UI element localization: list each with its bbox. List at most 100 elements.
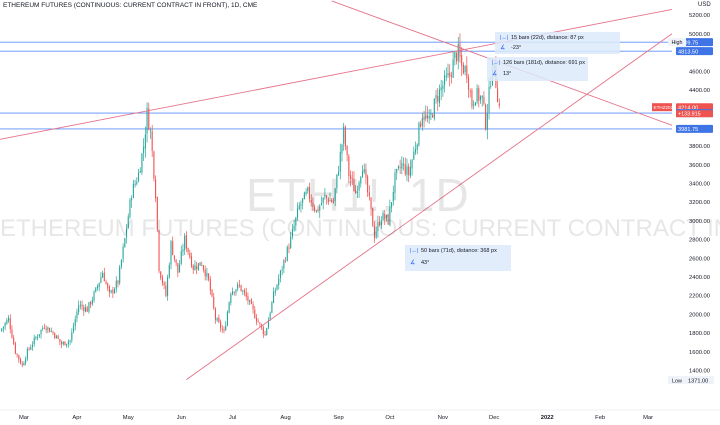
candle-body[interactable] bbox=[426, 115, 429, 118]
candle-body[interactable] bbox=[28, 348, 30, 350]
candle-body[interactable] bbox=[165, 285, 167, 296]
candle-body[interactable] bbox=[242, 290, 244, 292]
candle-body[interactable] bbox=[476, 88, 478, 103]
candle-body[interactable] bbox=[249, 300, 251, 302]
candle-body[interactable] bbox=[490, 85, 492, 87]
candle-body[interactable] bbox=[84, 307, 87, 312]
candle-body[interactable] bbox=[254, 309, 256, 319]
candle-body[interactable] bbox=[361, 171, 364, 178]
candle-body[interactable] bbox=[2, 326, 4, 329]
candle-body[interactable] bbox=[49, 327, 51, 333]
candle-body[interactable] bbox=[204, 269, 206, 277]
candle-body[interactable] bbox=[213, 296, 215, 309]
candle-body[interactable] bbox=[349, 175, 352, 179]
candle-body[interactable] bbox=[151, 131, 153, 151]
candle-body[interactable] bbox=[288, 247, 290, 249]
candle-body[interactable] bbox=[139, 171, 141, 173]
candle-body[interactable] bbox=[33, 337, 35, 345]
candle-body[interactable] bbox=[425, 114, 427, 119]
candle-body[interactable] bbox=[348, 156, 350, 176]
candle-body[interactable] bbox=[100, 277, 102, 283]
candle-body[interactable] bbox=[201, 265, 203, 267]
candle-body[interactable] bbox=[462, 64, 464, 74]
candle-body[interactable] bbox=[247, 296, 249, 301]
candle-body[interactable] bbox=[326, 195, 328, 199]
candle-body[interactable] bbox=[466, 65, 468, 79]
candle-body[interactable] bbox=[187, 248, 189, 253]
candle-body[interactable] bbox=[474, 102, 476, 106]
candle-body[interactable] bbox=[19, 358, 22, 364]
measure-box[interactable] bbox=[487, 57, 588, 81]
candle-body[interactable] bbox=[444, 75, 446, 85]
candle-body[interactable] bbox=[25, 358, 27, 364]
candle-body[interactable] bbox=[394, 172, 396, 193]
candle-body[interactable] bbox=[377, 222, 379, 232]
candle-body[interactable] bbox=[211, 290, 213, 297]
candle-body[interactable] bbox=[9, 318, 11, 330]
candle-body[interactable] bbox=[401, 162, 403, 169]
candle-body[interactable] bbox=[59, 338, 61, 343]
candle-body[interactable] bbox=[257, 321, 259, 323]
candle-body[interactable] bbox=[50, 331, 52, 332]
candle-body[interactable] bbox=[319, 206, 321, 211]
trendline[interactable] bbox=[0, 8, 673, 140]
candle-body[interactable] bbox=[281, 269, 283, 271]
candle-body[interactable] bbox=[396, 168, 398, 173]
candle-body[interactable] bbox=[478, 88, 480, 101]
candle-body[interactable] bbox=[38, 334, 40, 337]
candle-body[interactable] bbox=[155, 179, 157, 199]
candle-body[interactable] bbox=[312, 202, 314, 207]
candle-body[interactable] bbox=[397, 166, 399, 169]
candle-body[interactable] bbox=[308, 186, 311, 199]
candle-body[interactable] bbox=[172, 241, 174, 255]
candle-body[interactable] bbox=[409, 166, 411, 177]
candle-body[interactable] bbox=[250, 299, 252, 305]
candle-body[interactable] bbox=[149, 129, 152, 131]
candle-body[interactable] bbox=[418, 122, 420, 146]
candle-body[interactable] bbox=[442, 85, 444, 89]
candle-body[interactable] bbox=[367, 176, 369, 193]
candle-body[interactable] bbox=[314, 207, 316, 211]
candle-body[interactable] bbox=[317, 208, 319, 212]
candle-body[interactable] bbox=[252, 304, 254, 310]
candle-body[interactable] bbox=[105, 281, 107, 284]
candle-body[interactable] bbox=[266, 328, 268, 335]
candle-body[interactable] bbox=[300, 204, 302, 206]
candle-body[interactable] bbox=[355, 190, 357, 194]
candle-body[interactable] bbox=[1, 328, 3, 331]
candle-body[interactable] bbox=[18, 355, 20, 360]
candle-body[interactable] bbox=[437, 96, 439, 102]
candle-body[interactable] bbox=[346, 146, 348, 155]
candle-body[interactable] bbox=[399, 166, 401, 168]
candle-body[interactable] bbox=[455, 52, 458, 62]
candle-body[interactable] bbox=[471, 90, 473, 107]
candle-body[interactable] bbox=[67, 341, 69, 345]
candle-body[interactable] bbox=[285, 260, 287, 262]
candle-body[interactable] bbox=[192, 265, 194, 270]
candle-body[interactable] bbox=[108, 286, 110, 293]
candle-body[interactable] bbox=[379, 221, 381, 226]
candle-body[interactable] bbox=[329, 199, 331, 202]
candle-body[interactable] bbox=[112, 289, 114, 293]
candle-body[interactable] bbox=[177, 262, 179, 273]
candle-body[interactable] bbox=[168, 264, 170, 278]
candle-body[interactable] bbox=[96, 286, 99, 289]
candle-body[interactable] bbox=[296, 208, 299, 218]
candle-body[interactable] bbox=[226, 312, 228, 326]
candle-body[interactable] bbox=[447, 73, 449, 76]
candle-body[interactable] bbox=[127, 216, 129, 229]
candle-body[interactable] bbox=[64, 341, 66, 346]
candle-body[interactable] bbox=[190, 256, 193, 267]
candle-body[interactable] bbox=[467, 77, 470, 90]
candle-body[interactable] bbox=[402, 163, 405, 165]
candle-body[interactable] bbox=[343, 126, 345, 144]
candle-body[interactable] bbox=[83, 306, 85, 312]
candle-body[interactable] bbox=[208, 273, 210, 280]
candle-body[interactable] bbox=[103, 272, 105, 282]
candle-body[interactable] bbox=[144, 134, 146, 149]
candle-body[interactable] bbox=[148, 108, 150, 130]
candle-body[interactable] bbox=[404, 164, 406, 175]
candle-body[interactable] bbox=[143, 146, 145, 154]
candle-body[interactable] bbox=[430, 113, 432, 116]
candle-body[interactable] bbox=[387, 214, 389, 225]
